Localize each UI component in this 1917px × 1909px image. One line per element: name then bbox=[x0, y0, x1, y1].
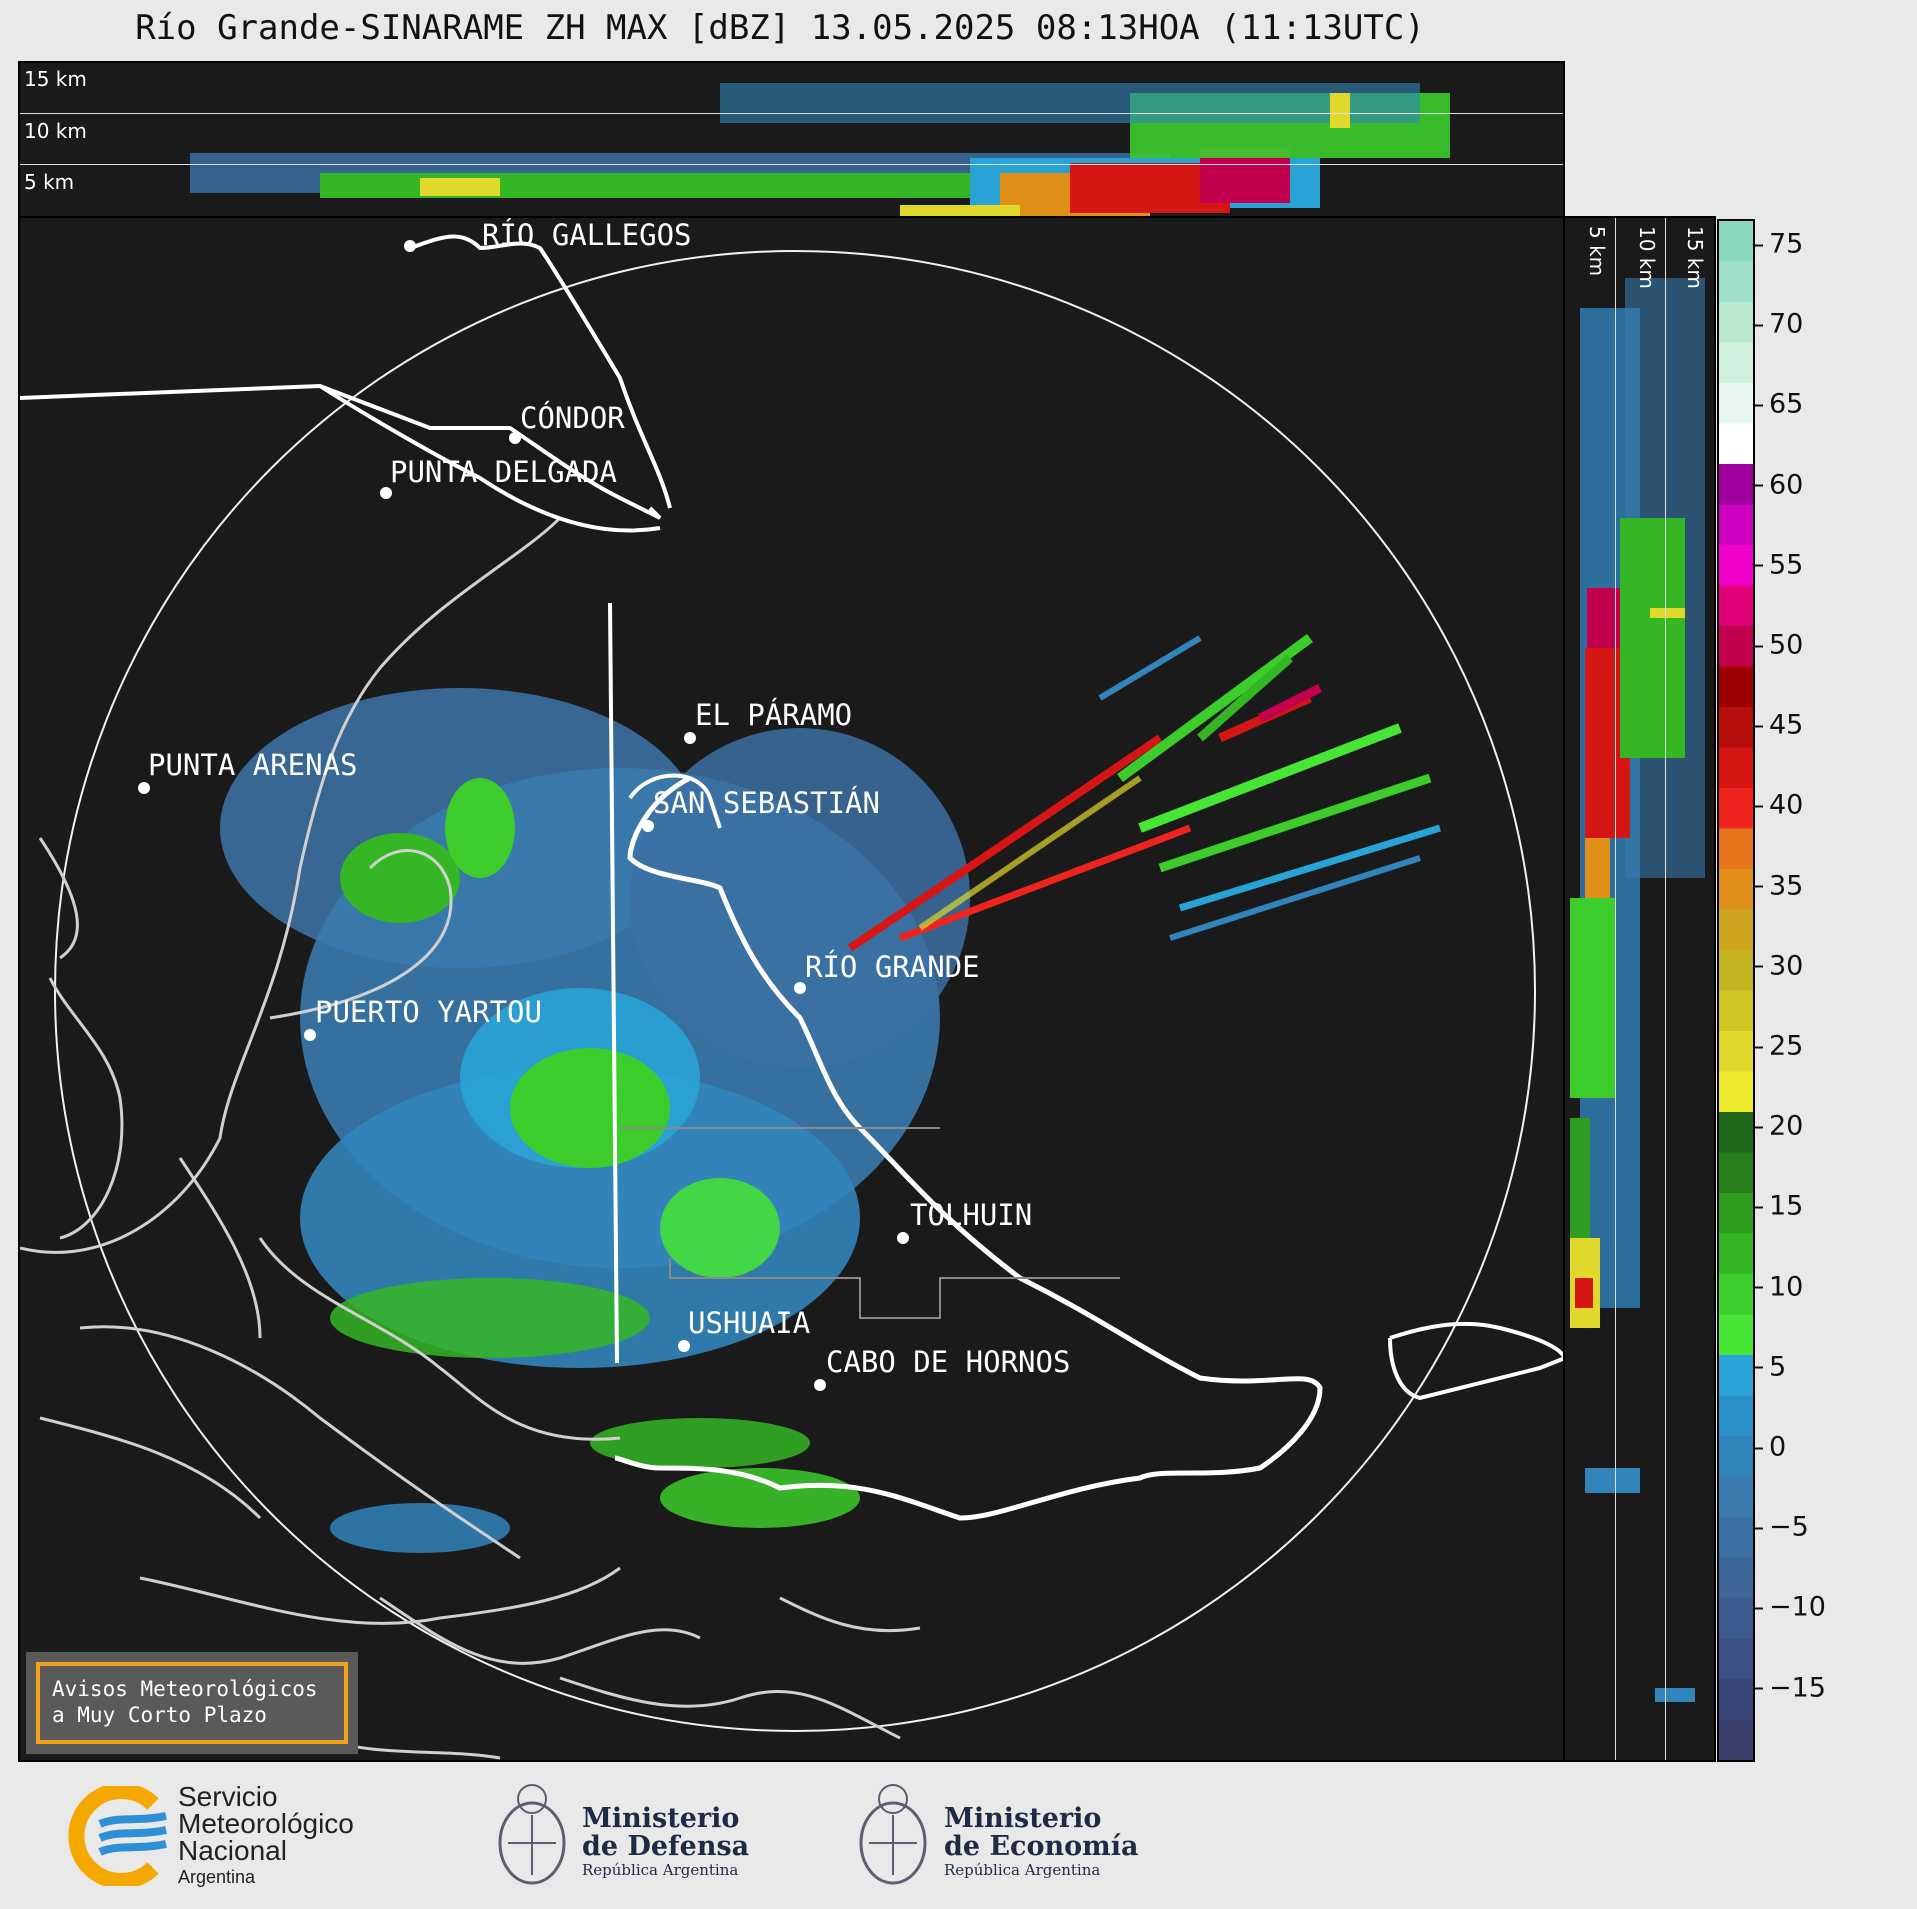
top-cross-section-echoes bbox=[190, 83, 1450, 216]
coastlines bbox=[20, 516, 921, 1760]
colorbar-ticks: 75 70 65 60 55 50 45 40 35 30 25 20 15 10 5 0 −5 −10 −15 bbox=[1755, 219, 1855, 1762]
colorbar-tick-label: −10 bbox=[1755, 1592, 1826, 1623]
side-altitude-label-15km: 15 km bbox=[1683, 226, 1707, 289]
side-cross-section-echoes bbox=[1570, 278, 1705, 1702]
page-title: Río Grande-SINARAME ZH MAX [dBZ] 13.05.2… bbox=[135, 8, 1425, 48]
colorbar-tick-label: 5 bbox=[1755, 1351, 1786, 1382]
city-marker-ushuaia bbox=[678, 1340, 690, 1352]
defensa-logo-text: Ministerio de Defensa República Argentin… bbox=[582, 1803, 750, 1880]
city-label-tolhuin: TOLHUIN bbox=[910, 1198, 1033, 1232]
side-altitude-line-5km bbox=[1615, 218, 1616, 1760]
city-label-san-sebastian: SAN SEBASTIÁN bbox=[653, 786, 880, 820]
city-label-punta-delgada: PUNTA DELGADA bbox=[390, 455, 617, 489]
colorbar-tick-label: 0 bbox=[1755, 1432, 1786, 1463]
city-marker-rio-gallegos bbox=[404, 240, 416, 252]
city-label-rio-grande: RÍO GRANDE bbox=[805, 950, 980, 984]
smn-logo-text: Servicio Meteorológico Nacional Argentin… bbox=[178, 1783, 354, 1891]
colorbar-tick-label: 60 bbox=[1755, 469, 1803, 500]
side-altitude-line-10km bbox=[1665, 218, 1666, 1760]
colorbar-tick-label: 50 bbox=[1755, 630, 1803, 661]
notice-box-border: Avisos Meteorológicos a Muy Corto Plazo bbox=[36, 1662, 348, 1744]
colorbar-tick-label: −15 bbox=[1755, 1672, 1826, 1703]
top-altitude-line-10km bbox=[20, 113, 1563, 114]
colorbar-tick-label: 20 bbox=[1755, 1111, 1803, 1142]
city-marker-punta-arenas bbox=[138, 782, 150, 794]
colorbar-tick-label: 10 bbox=[1755, 1271, 1803, 1302]
reflectivity-echoes bbox=[220, 688, 970, 1553]
notice-line-2: a Muy Corto Plazo bbox=[52, 1703, 267, 1727]
defensa-line-2: de Defensa bbox=[582, 1831, 750, 1862]
colorbar-tick-label: 70 bbox=[1755, 309, 1803, 340]
smn-line-1: Servicio bbox=[178, 1781, 278, 1812]
top-altitude-label-5km: 5 km bbox=[24, 170, 75, 194]
city-marker-rio-grande bbox=[794, 982, 806, 994]
city-marker-san-sebastian bbox=[642, 820, 654, 832]
side-altitude-label-5km: 5 km bbox=[1585, 226, 1609, 277]
side-altitude-label-10km: 10 km bbox=[1635, 226, 1659, 289]
range-ring bbox=[54, 250, 1536, 1732]
city-label-punta-arenas: PUNTA ARENAS bbox=[148, 748, 358, 782]
city-marker-punta-delgada bbox=[380, 487, 392, 499]
city-marker-el-paramo bbox=[684, 732, 696, 744]
colorbar-tick-label: 15 bbox=[1755, 1191, 1803, 1222]
city-label-rio-gallegos: RÍO GALLEGOS bbox=[482, 218, 692, 252]
colorbar-tick-label: 65 bbox=[1755, 389, 1803, 420]
top-altitude-label-15km: 15 km bbox=[24, 67, 87, 91]
city-marker-tolhuin bbox=[897, 1232, 909, 1244]
colorbar-tick-label: 25 bbox=[1755, 1031, 1803, 1062]
city-label-cabo-de-hornos: CABO DE HORNOS bbox=[826, 1345, 1071, 1379]
colorbar bbox=[1717, 219, 1755, 1762]
defensa-line-3: República Argentina bbox=[582, 1861, 739, 1879]
defensa-seal-icon bbox=[498, 1784, 566, 1885]
city-label-condor: CÓNDOR bbox=[520, 401, 625, 435]
economia-logo-text: Ministerio de Economía República Argenti… bbox=[944, 1803, 1139, 1880]
top-altitude-label-10km: 10 km bbox=[24, 119, 87, 143]
economia-line-3: República Argentina bbox=[944, 1861, 1101, 1879]
colorbar-tick-label: 75 bbox=[1755, 229, 1803, 260]
department-lines bbox=[620, 1127, 1120, 1319]
economia-line-2: de Economía bbox=[944, 1831, 1139, 1862]
notice-line-1: Avisos Meteorológicos bbox=[52, 1677, 318, 1701]
top-altitude-line-5km bbox=[20, 164, 1563, 165]
radar-map-canvas bbox=[20, 234, 1563, 1760]
side-cross-section-panel: 5 km 10 km 15 km bbox=[1563, 216, 1716, 1762]
colorbar-tick-label: 45 bbox=[1755, 710, 1803, 741]
city-label-ushuaia: USHUAIA bbox=[688, 1306, 811, 1340]
colorbar-tick-label: 35 bbox=[1755, 870, 1803, 901]
smn-line-3: Nacional bbox=[178, 1835, 287, 1866]
borders bbox=[20, 234, 1563, 1521]
economia-seal-icon bbox=[859, 1784, 927, 1885]
top-cross-section-panel: 15 km 10 km 5 km bbox=[18, 61, 1565, 218]
economia-line-1: Ministerio bbox=[944, 1803, 1102, 1834]
colorbar-tick-label: 30 bbox=[1755, 950, 1803, 981]
colorbar-tick-label: −5 bbox=[1755, 1512, 1809, 1543]
colorbar-tick-label: 55 bbox=[1755, 549, 1803, 580]
radar-spoke-echoes bbox=[847, 633, 1442, 952]
city-marker-cabo-de-hornos bbox=[814, 1379, 826, 1391]
defensa-line-1: Ministerio bbox=[582, 1803, 740, 1834]
radar-map[interactable]: RÍO GALLEGOS CÓNDOR PUNTA DELGADA EL PÁR… bbox=[18, 216, 1565, 1762]
city-marker-puerto-yartou bbox=[304, 1029, 316, 1041]
smn-line-4: Argentina bbox=[178, 1867, 256, 1887]
smn-logo-icon bbox=[68, 1786, 167, 1886]
city-label-puerto-yartou: PUERTO YARTOU bbox=[315, 995, 542, 1029]
city-marker-condor bbox=[509, 432, 521, 444]
city-label-el-paramo: EL PÁRAMO bbox=[695, 698, 853, 732]
notice-box: Avisos Meteorológicos a Muy Corto Plazo bbox=[26, 1652, 358, 1754]
colorbar-tick-label: 40 bbox=[1755, 790, 1803, 821]
smn-line-2: Meteorológico bbox=[178, 1808, 354, 1839]
